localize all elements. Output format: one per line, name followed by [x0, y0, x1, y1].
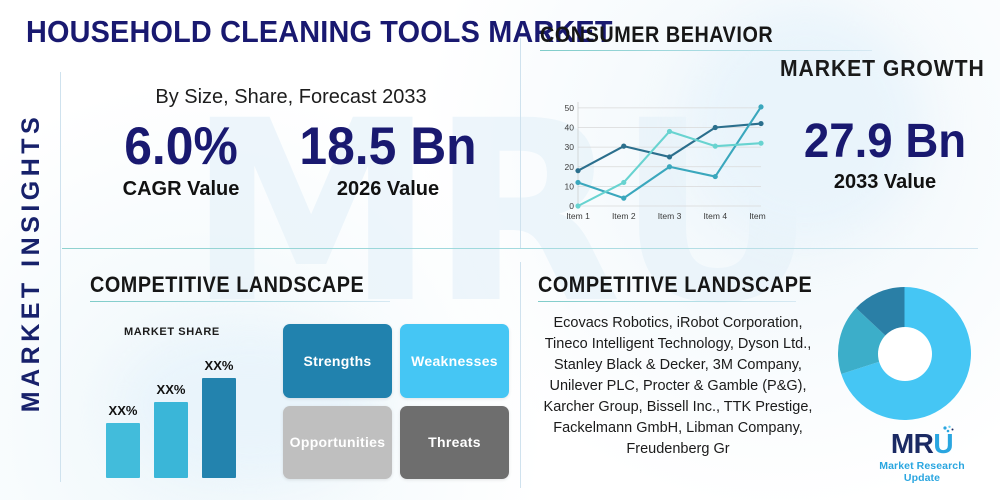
market-growth-heading: MARKET GROWTH [780, 55, 985, 81]
svg-text:Item 2: Item 2 [612, 211, 636, 221]
kpi-2033: 27.9 Bn 2033 Value [790, 118, 980, 194]
kpi-cagr: 6.0% CAGR Value [96, 120, 266, 201]
svg-text:0: 0 [569, 201, 574, 211]
kpi-2026-value: 18.5 Bn [299, 117, 477, 176]
kpi-2033-value: 27.9 Bn [803, 115, 967, 168]
svg-text:Item 1: Item 1 [566, 211, 590, 221]
swot-grid: Strengths Weaknesses Opportunities Threats [283, 324, 509, 479]
logo-droplet-icon [943, 425, 954, 433]
horizontal-divider [62, 248, 978, 249]
svg-text:30: 30 [565, 142, 575, 152]
line-chart-svg: 0 10 20 30 40 50 Item 1 Item 2 Item 3 Item 4 Item … [565, 102, 773, 221]
bar-value-label: XX% [108, 403, 138, 418]
consumer-behavior-underline [540, 50, 872, 51]
kpi-cagr-value: 6.0% [124, 117, 238, 176]
market-insights-rail: MARKET INSIGHTS [6, 36, 58, 488]
svg-text:Item 3: Item 3 [658, 211, 682, 221]
consumer-behavior-line-chart: 0 10 20 30 40 50 Item 1 Item 2 Item 3 Item 4 Item … [552, 96, 773, 224]
market-share-label: MARKET SHARE [124, 326, 220, 338]
bar [154, 402, 188, 478]
svg-text:20: 20 [565, 162, 575, 172]
swot-cell-threats[interactable]: Threats [400, 405, 509, 479]
svg-text:50: 50 [565, 103, 575, 113]
competitive-landscape-left-underline [90, 301, 390, 302]
bar [106, 423, 140, 478]
market-insights-label: MARKET INSIGHTS [17, 112, 46, 412]
vertical-divider-bottom [520, 262, 521, 488]
logo-mark-accent: U [933, 428, 954, 459]
market-share-bar-chart: MARKET SHARE XX% XX% XX% [96, 326, 256, 478]
kpi-cagr-label: CAGR Value [122, 178, 240, 200]
swot-cell-weaknesses[interactable]: Weaknesses [400, 324, 509, 398]
svg-text:40: 40 [565, 123, 575, 133]
kpi-2033-label: 2033 Value [833, 171, 937, 193]
svg-text:10: 10 [565, 181, 575, 191]
company-list: Ecovacs Robotics, iRobot Corporation, Ti… [543, 315, 813, 458]
bar-value-label: XX% [156, 382, 186, 397]
page-title: HOUSEHOLD CLEANING TOOLS MARKET [26, 14, 613, 49]
kpi-2026: 18.5 Bn 2026 Value [288, 120, 488, 201]
bar [202, 378, 236, 478]
competitive-landscape-right-underline [538, 301, 796, 302]
forecast-subtitle: By Size, Share, Forecast 2033 [155, 86, 427, 108]
rail-divider [60, 72, 61, 482]
svg-text:Item 4: Item 4 [703, 211, 727, 221]
vertical-divider-top [520, 38, 521, 248]
market-share-donut-chart [838, 287, 971, 420]
logo-wordmark: MRU [890, 425, 954, 459]
mru-logo: MRU Market Research Update [862, 425, 982, 484]
svg-text:Item 5: Item 5 [749, 211, 767, 221]
background-blob [690, 10, 920, 240]
kpi-2026-label: 2026 Value [336, 178, 440, 200]
competitive-landscape-right-heading: COMPETITIVE LANDSCAPE [538, 272, 813, 297]
competitive-landscape-left-heading: COMPETITIVE LANDSCAPE [90, 272, 365, 297]
bar-value-label: XX% [204, 358, 234, 373]
swot-cell-strengths[interactable]: Strengths [283, 324, 392, 398]
consumer-behavior-heading: CONSUMER BEHAVIOR [540, 22, 774, 47]
donut-center-hole [877, 326, 932, 381]
swot-cell-opportunities[interactable]: Opportunities [283, 405, 392, 479]
logo-mark-prefix: MR [890, 428, 934, 459]
logo-tagline: Market Research Update [879, 460, 965, 484]
